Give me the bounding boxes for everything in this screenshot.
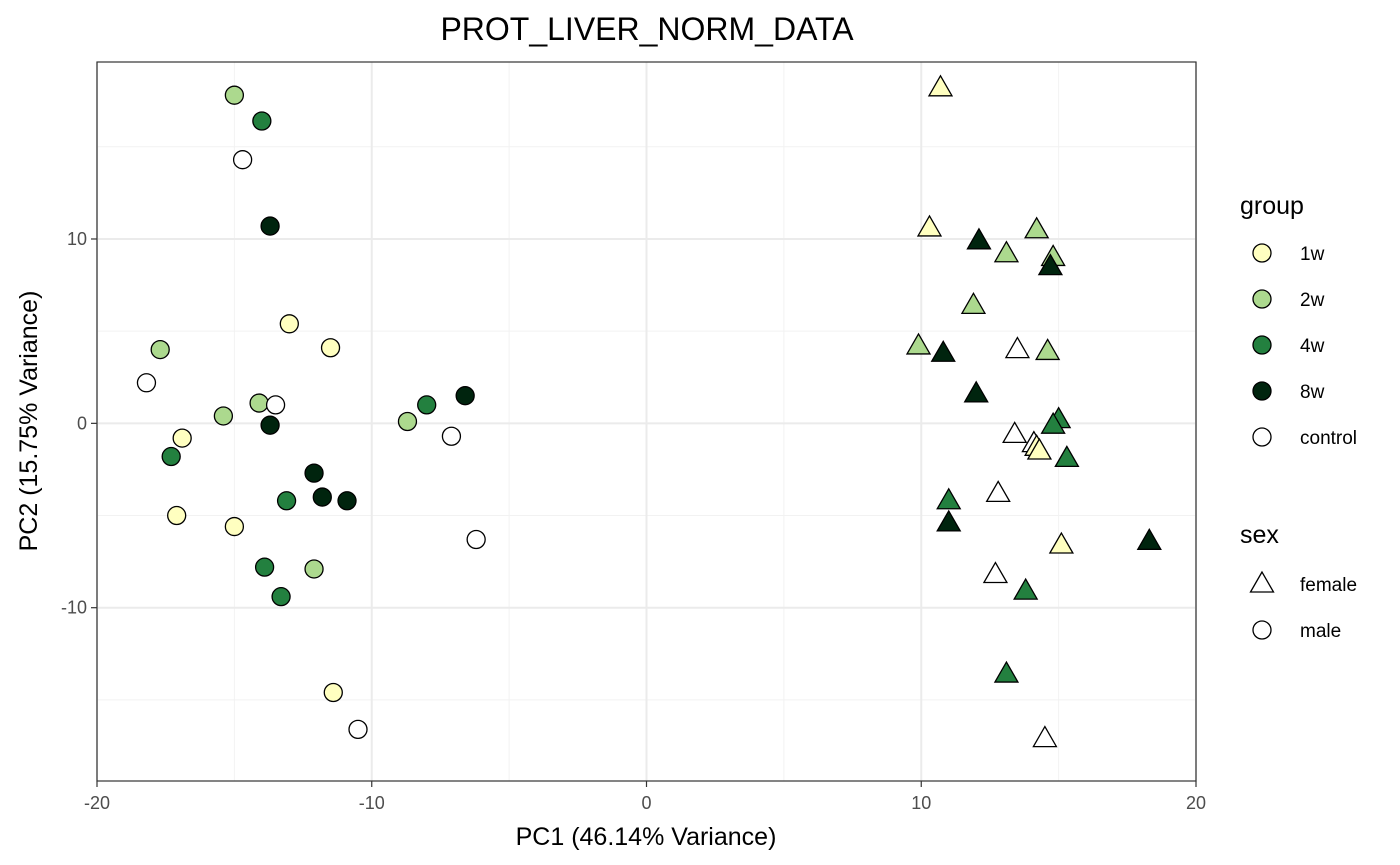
x-axis: -20 -10 0 10 20 bbox=[84, 781, 1206, 813]
legend-key-male bbox=[1252, 620, 1272, 640]
data-point-female-1w bbox=[927, 74, 954, 97]
data-point-male-8w bbox=[455, 386, 475, 406]
data-point-female-1w bbox=[1026, 437, 1053, 460]
data-point-female-control bbox=[1004, 336, 1031, 359]
data-point-male-8w bbox=[337, 491, 357, 511]
data-point-male-4w bbox=[252, 111, 272, 131]
data-point-male-1w bbox=[172, 428, 192, 448]
data-point-male-1w bbox=[323, 682, 343, 703]
data-point-male-4w bbox=[254, 557, 275, 577]
data-point-male-control bbox=[265, 395, 286, 415]
data-points bbox=[136, 74, 1162, 748]
legend-label-male: male bbox=[1300, 621, 1341, 642]
data-point-male-2w bbox=[224, 85, 245, 105]
x-tick-label: 0 bbox=[641, 793, 651, 813]
data-point-female-2w bbox=[993, 240, 1020, 263]
data-point-male-control bbox=[232, 150, 253, 170]
legend-key-4w bbox=[1252, 335, 1272, 355]
legend-label-4w: 4w bbox=[1300, 336, 1325, 357]
data-point-female-8w bbox=[1037, 253, 1064, 276]
data-point-male-8w bbox=[312, 487, 332, 507]
data-point-female-4w bbox=[1040, 411, 1066, 434]
data-point-female-control bbox=[982, 561, 1009, 584]
data-point-female-4w bbox=[1054, 445, 1080, 468]
data-point-female-control bbox=[1032, 725, 1058, 748]
data-point-male-2w bbox=[213, 406, 234, 426]
data-point-male-2w bbox=[249, 393, 269, 413]
data-point-female-control bbox=[1002, 421, 1028, 444]
legend-key-control bbox=[1252, 427, 1272, 447]
y-axis: -10 0 10 bbox=[61, 229, 97, 618]
legend-key-2w bbox=[1252, 289, 1272, 309]
data-point-male-control bbox=[348, 719, 368, 740]
data-point-female-2w bbox=[1035, 338, 1061, 361]
y-tick-label: -10 bbox=[61, 598, 87, 618]
data-point-female-1w bbox=[916, 214, 943, 237]
y-tick-label: 0 bbox=[77, 413, 87, 433]
legend-key-1w bbox=[1252, 243, 1272, 263]
legend-title-sex: sex bbox=[1240, 521, 1279, 549]
data-point-female-8w bbox=[966, 227, 992, 250]
data-point-male-1w bbox=[167, 505, 187, 526]
data-point-male-1w bbox=[224, 516, 245, 537]
data-point-female-4w bbox=[1013, 577, 1039, 600]
data-point-female-8w bbox=[930, 339, 956, 362]
data-point-female-8w bbox=[963, 380, 989, 403]
legend-label-8w: 8w bbox=[1300, 382, 1325, 403]
data-point-male-4w bbox=[276, 491, 297, 511]
y-axis-title: PC2 (15.75% Variance) bbox=[15, 291, 43, 552]
data-point-male-2w bbox=[304, 559, 324, 579]
data-point-male-control bbox=[441, 426, 462, 446]
data-point-female-2w bbox=[960, 292, 987, 315]
chart-title: PROT_LIVER_NORM_DATA bbox=[440, 11, 854, 47]
data-point-female-2w bbox=[905, 332, 932, 355]
data-point-male-8w bbox=[260, 216, 280, 236]
x-tick-label: -10 bbox=[359, 793, 385, 813]
data-point-male-2w bbox=[150, 339, 170, 360]
data-point-female-4w bbox=[993, 660, 1020, 683]
y-tick-label: 10 bbox=[67, 229, 87, 249]
data-point-male-4w bbox=[417, 395, 437, 415]
legend-key-8w bbox=[1252, 381, 1272, 401]
legend-label-female: female bbox=[1300, 575, 1357, 596]
data-point-female-4w bbox=[936, 487, 962, 510]
data-point-female-8w bbox=[1136, 528, 1162, 550]
data-point-female-control bbox=[985, 480, 1011, 503]
data-point-male-1w bbox=[320, 338, 341, 358]
data-point-male-2w bbox=[397, 411, 418, 432]
x-tick-label: 10 bbox=[911, 793, 931, 813]
data-point-male-1w bbox=[279, 314, 299, 334]
data-point-male-8w bbox=[304, 463, 324, 483]
legend-key-female bbox=[1249, 570, 1275, 593]
data-point-female-2w bbox=[1024, 216, 1050, 239]
data-point-male-4w bbox=[271, 586, 291, 607]
data-point-female-8w bbox=[936, 509, 962, 532]
data-point-male-4w bbox=[161, 446, 181, 467]
legend: group 1w 2w 4w 8w control sex female male bbox=[1240, 192, 1357, 642]
legend-label-1w: 1w bbox=[1300, 244, 1325, 265]
data-point-male-8w bbox=[260, 415, 280, 435]
data-point-female-1w bbox=[1048, 531, 1074, 554]
data-point-male-control bbox=[466, 529, 486, 550]
legend-label-control: control bbox=[1300, 428, 1357, 449]
legend-label-2w: 2w bbox=[1300, 290, 1325, 311]
x-tick-label: -20 bbox=[84, 793, 110, 813]
legend-title-group: group bbox=[1240, 192, 1304, 220]
data-point-male-control bbox=[136, 373, 157, 393]
x-axis-title: PC1 (46.14% Variance) bbox=[516, 823, 777, 851]
x-tick-label: 20 bbox=[1186, 793, 1206, 813]
